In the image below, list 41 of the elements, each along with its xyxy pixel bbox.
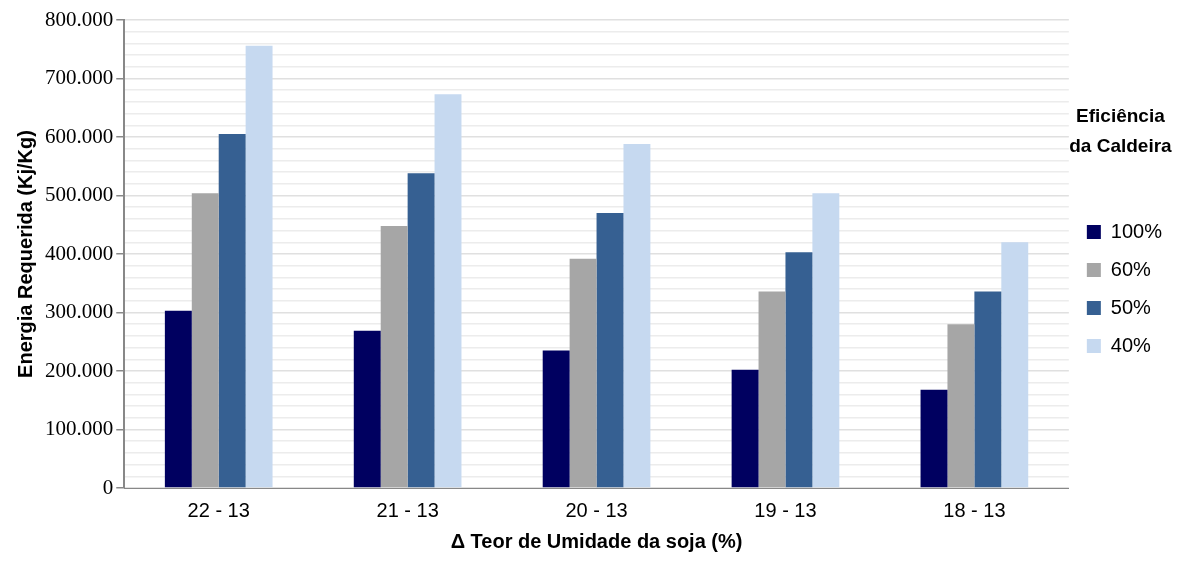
bar bbox=[1001, 242, 1029, 488]
y-tick-label: 600.000 bbox=[45, 123, 114, 148]
bar bbox=[164, 310, 192, 488]
legend-title: Eficiência da Caldeira bbox=[1069, 105, 1173, 156]
legend-label: 40% bbox=[1110, 333, 1152, 356]
bar bbox=[758, 291, 786, 488]
y-tick-label: 800.000 bbox=[45, 6, 114, 31]
legend-label: 50% bbox=[1110, 295, 1152, 318]
bar bbox=[623, 144, 651, 488]
bar bbox=[353, 330, 381, 488]
y-tick-label: 500.000 bbox=[45, 182, 114, 207]
y-tick-label: 300.000 bbox=[45, 299, 114, 324]
bar bbox=[974, 291, 1002, 488]
y-tick-label: 0 bbox=[102, 474, 114, 499]
legend-label: 60% bbox=[1110, 257, 1152, 280]
legend-label: 100% bbox=[1110, 219, 1163, 242]
y-tick-label: 400.000 bbox=[45, 240, 114, 265]
bar bbox=[920, 389, 948, 488]
y-tick-label: 100.000 bbox=[45, 416, 114, 441]
y-tick-label: 700.000 bbox=[45, 65, 114, 90]
x-tick-label: 18 - 13 bbox=[943, 498, 1006, 521]
x-tick-label: 22 - 13 bbox=[187, 498, 250, 521]
bar bbox=[380, 225, 408, 488]
bar bbox=[407, 173, 435, 488]
y-axis-title: Energia Requerida (Kj/Kg) bbox=[13, 130, 36, 378]
bar bbox=[245, 45, 273, 488]
bar bbox=[191, 193, 219, 488]
x-tick-label: 21 - 13 bbox=[376, 498, 439, 521]
x-tick-label: 20 - 13 bbox=[565, 498, 628, 521]
bar bbox=[812, 193, 840, 488]
bar bbox=[596, 213, 624, 488]
y-tick-label: 200.000 bbox=[45, 357, 114, 382]
bar bbox=[731, 369, 759, 488]
bar bbox=[947, 324, 975, 488]
x-axis-title: Δ Teor de Umidade da soja (%) bbox=[450, 529, 743, 552]
x-tick-label: 19 - 13 bbox=[754, 498, 817, 521]
bar bbox=[434, 94, 462, 488]
bar bbox=[542, 350, 570, 488]
bar bbox=[785, 252, 813, 488]
bar bbox=[218, 134, 246, 488]
bar bbox=[569, 258, 597, 488]
